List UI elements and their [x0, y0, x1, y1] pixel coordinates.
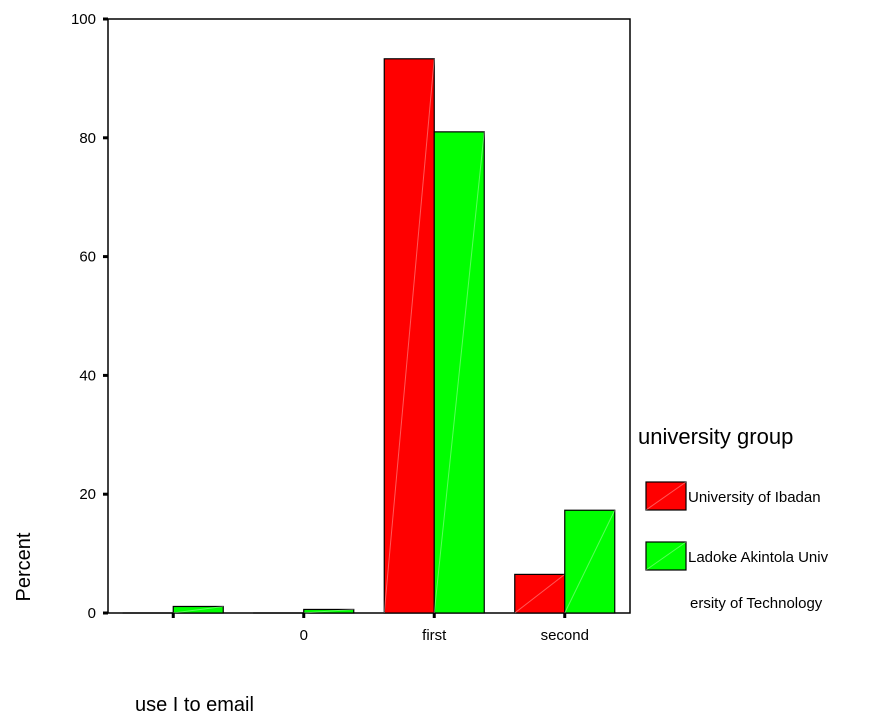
- bars: [122, 58, 616, 614]
- x-tick-label: 0: [300, 627, 308, 644]
- legend-swatch-ibadan: [645, 481, 687, 511]
- bar-hatch-line: [303, 608, 354, 614]
- legend-swatch-ladoke: [645, 541, 687, 571]
- legend-label-ladoke: ersity of Technology: [690, 595, 823, 612]
- bar-hatch-line: [433, 131, 485, 614]
- legend-label-ladoke: Ladoke Akintola Univ: [688, 549, 829, 566]
- plot-frame: [107, 18, 631, 614]
- x-axis: 0 first second: [171, 613, 589, 644]
- legend-swatch-hatch: [645, 541, 687, 571]
- bar-hatch-line: [383, 58, 435, 614]
- bar-ladoke-2: [433, 131, 485, 614]
- bar-hatch-line: [173, 605, 224, 614]
- y-axis-title: Percent: [13, 532, 35, 601]
- legend-label-ibadan: University of Ibadan: [688, 489, 821, 506]
- y-tick-label: 40: [79, 367, 96, 384]
- y-tick-label: 100: [71, 11, 96, 28]
- bar-ladoke-3: [564, 509, 616, 614]
- y-tick-label: 60: [79, 249, 96, 266]
- y-tick-label: 0: [88, 605, 96, 622]
- legend-swatch-hatch: [645, 481, 687, 511]
- y-axis: 0 20 40 60 80 100: [71, 11, 108, 622]
- bar-hatch-line: [514, 573, 566, 614]
- bar-ibadan-3: [514, 573, 566, 614]
- x-tick-label: second: [541, 627, 589, 644]
- plot-area: [107, 18, 631, 614]
- bar-ladoke-0: [172, 605, 224, 614]
- legend-title: university group: [638, 424, 793, 449]
- bar-hatch-line: [564, 510, 616, 614]
- x-tick-label: first: [422, 627, 447, 644]
- legend: university group University of Ibadan Lad…: [638, 424, 829, 612]
- bar-ladoke-1: [303, 608, 355, 614]
- bar-ibadan-2: [383, 58, 435, 614]
- x-axis-title: use I to email: [135, 694, 254, 716]
- y-tick-label: 20: [79, 486, 96, 503]
- y-tick-label: 80: [79, 130, 96, 147]
